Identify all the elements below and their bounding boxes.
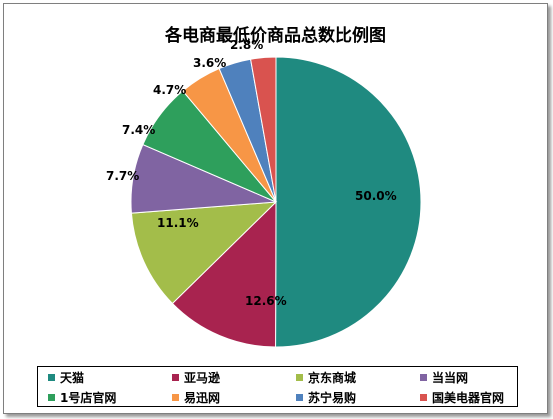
- legend-label: 苏宁易购: [308, 390, 357, 405]
- legend-swatch: [172, 373, 179, 381]
- slice-data-label-2: 12.6%: [245, 294, 287, 308]
- slice-data-label-1: 50.0%: [355, 189, 397, 203]
- legend-label: 天猫: [60, 370, 85, 385]
- slice-data-label-8: 2.8%: [230, 38, 263, 52]
- legend-label: 当当网: [432, 370, 469, 385]
- pie-chart: 50.0% 12.6% 11.1% 7.7% 7.4% 4.7% 3.6% 2.8%: [106, 38, 422, 348]
- legend-item-3: 京东商城: [296, 367, 420, 387]
- legend-label: 1号店官网: [60, 390, 117, 405]
- chart-frame: 各电商最低价商品总数比例图 50.0% 12.6% 11.1% 7.7% 7.4% 4.7…: [3, 3, 548, 414]
- legend-item-4: 当当网: [420, 367, 529, 387]
- pie-slice-8: [250, 56, 277, 203]
- legend-label: 易迅网: [184, 390, 221, 405]
- legend-swatch: [296, 393, 303, 401]
- legend-label: 亚马逊: [184, 370, 221, 385]
- slice-data-label-5: 7.4%: [122, 123, 155, 137]
- legend-item-1: 天猫: [48, 367, 172, 387]
- legend-label: 京东商城: [308, 370, 357, 385]
- legend-swatch: [48, 373, 55, 381]
- pie-slice-1: [275, 56, 422, 348]
- pie-slice-2: [171, 200, 277, 348]
- slice-data-label-6: 4.7%: [153, 83, 186, 97]
- legend-item-7: 苏宁易购: [296, 387, 420, 407]
- slice-data-label-4: 7.7%: [106, 169, 139, 183]
- legend-item-5: 1号店官网: [48, 387, 172, 407]
- legend-swatch: [48, 393, 55, 401]
- slice-data-label-7: 3.6%: [193, 56, 226, 70]
- legend-item-6: 易迅网: [172, 387, 296, 407]
- legend-label: 国美电器官网: [432, 390, 505, 405]
- legend-item-8: 国美电器官网: [420, 387, 529, 407]
- legend-item-2: 亚马逊: [172, 367, 296, 387]
- legend-swatch: [420, 393, 427, 401]
- pie-slice-3: [130, 201, 278, 305]
- slice-data-label-3: 11.1%: [157, 216, 199, 230]
- chart-legend: 天猫 亚马逊 京东商城 当当网 1号店官网 易迅网 苏宁易购 国美电器官网: [37, 366, 518, 407]
- legend-swatch: [420, 373, 427, 381]
- legend-swatch: [296, 373, 303, 381]
- legend-swatch: [172, 393, 179, 401]
- chart-title: 各电商最低价商品总数比例图: [165, 26, 386, 46]
